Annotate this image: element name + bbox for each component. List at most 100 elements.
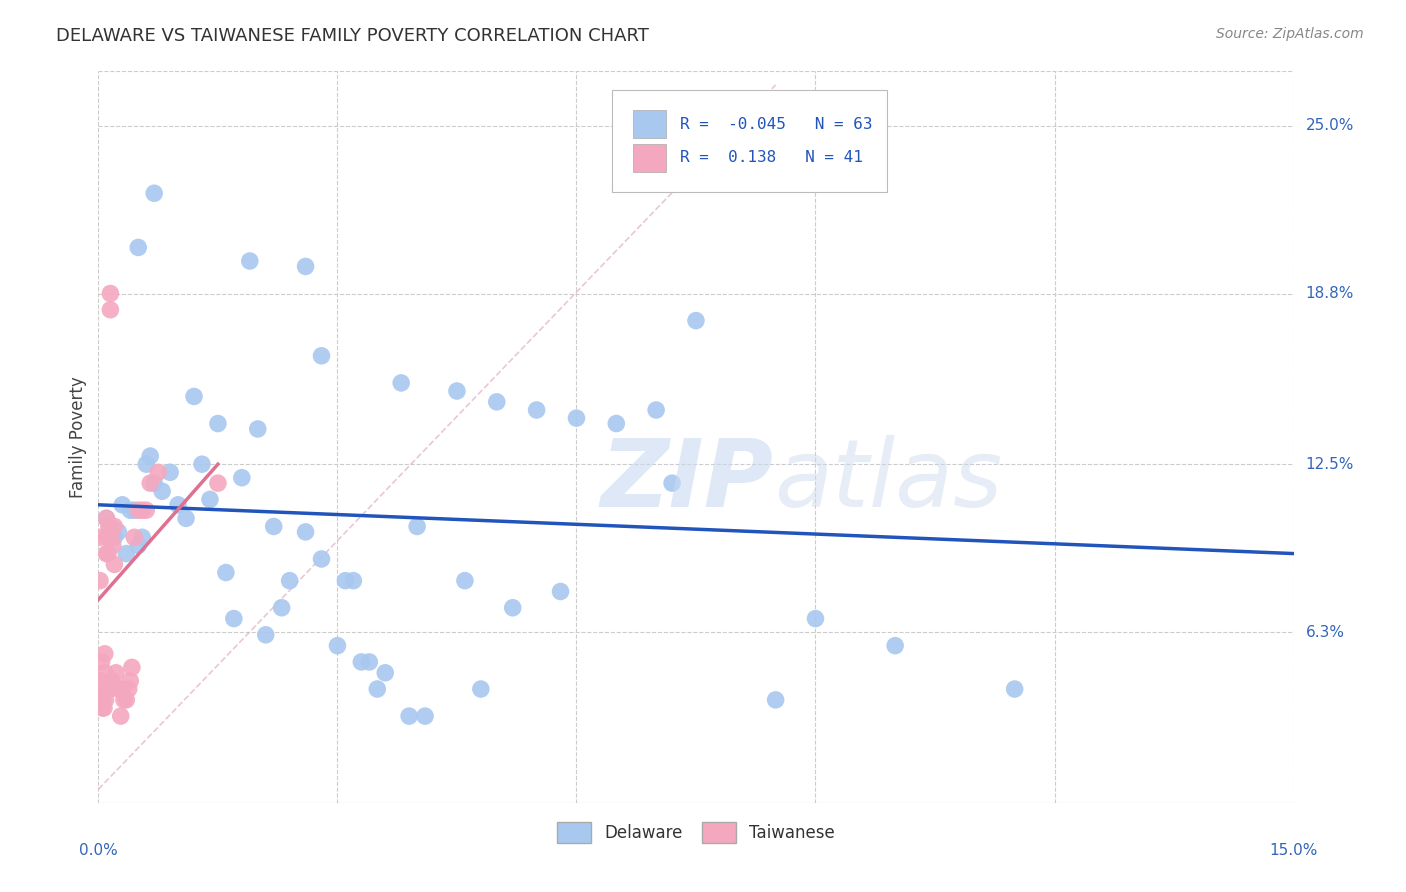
Point [183,389,205,403]
Point [294,260,316,274]
Point [413,709,436,723]
Point [118,681,141,696]
Point [207,417,229,431]
Text: 12.5%: 12.5% [1306,457,1354,472]
Text: 6.3%: 6.3% [1306,624,1344,640]
Point [96,547,118,561]
Point [311,349,333,363]
Point [98,681,121,696]
Point [101,538,124,552]
Text: 18.8%: 18.8% [1306,286,1354,301]
Point [135,503,157,517]
Point [311,552,333,566]
Point [120,503,142,517]
Point [254,628,277,642]
Point [150,484,173,499]
Text: 15.0%: 15.0% [1270,844,1317,858]
Point [167,498,190,512]
Point [270,600,292,615]
Point [115,693,138,707]
Point [90,655,112,669]
Point [454,574,477,588]
Point [91,688,114,702]
Point [159,465,181,479]
Point [174,511,197,525]
Point [485,395,508,409]
Point [139,476,162,491]
Point [103,519,125,533]
Text: 0.0%: 0.0% [79,844,118,858]
Point [326,639,349,653]
Text: R =  0.138   N = 41: R = 0.138 N = 41 [681,150,863,165]
Point [148,465,170,479]
Point [93,701,115,715]
Point [103,530,125,544]
Point [98,286,122,301]
Point [139,449,162,463]
Point [94,647,117,661]
Point [121,660,143,674]
Text: ZIP: ZIP [600,435,773,527]
Text: Source: ZipAtlas.com: Source: ZipAtlas.com [1216,27,1364,41]
Point [90,673,112,688]
Point [91,701,114,715]
Point [215,566,238,580]
Point [135,457,157,471]
FancyBboxPatch shape [613,90,887,192]
Point [91,693,114,707]
Point [111,498,134,512]
Point [115,547,138,561]
Point [446,384,468,398]
FancyBboxPatch shape [633,144,666,171]
Point [359,655,381,669]
Point [198,492,221,507]
Point [605,417,627,431]
Point [96,511,118,525]
FancyBboxPatch shape [633,110,666,138]
Point [342,574,364,588]
Point [502,600,524,615]
Point [97,519,120,533]
Point [90,681,112,696]
Point [94,665,117,680]
Text: DELAWARE VS TAIWANESE FAMILY POVERTY CORRELATION CHART: DELAWARE VS TAIWANESE FAMILY POVERTY COR… [56,27,650,45]
Point [143,476,166,491]
Point [96,511,118,525]
Text: atlas: atlas [773,435,1002,526]
Point [263,519,285,533]
Point [100,530,122,544]
Point [366,681,388,696]
Point [143,186,166,201]
Point [89,574,111,588]
Point [661,476,683,491]
Point [246,422,269,436]
Point [112,693,135,707]
Point [107,681,129,696]
Point [127,538,149,552]
Text: R =  -0.045   N = 63: R = -0.045 N = 63 [681,117,873,131]
Point [120,673,142,688]
Point [131,530,153,544]
Point [231,471,253,485]
Point [101,673,124,688]
Point [374,665,396,680]
Point [94,693,117,707]
Legend: Delaware, Taiwanese: Delaware, Taiwanese [551,815,841,849]
Point [191,457,214,471]
Point [98,519,122,533]
Point [765,693,787,707]
Point [685,313,707,327]
Point [127,240,149,254]
Point [131,503,153,517]
Point [222,611,245,625]
Point [1004,681,1026,696]
Point [350,655,373,669]
Point [127,503,149,517]
Point [884,639,907,653]
Point [565,411,588,425]
Point [207,476,229,491]
Point [96,530,118,544]
Point [239,254,262,268]
Point [111,681,134,696]
Point [406,519,429,533]
